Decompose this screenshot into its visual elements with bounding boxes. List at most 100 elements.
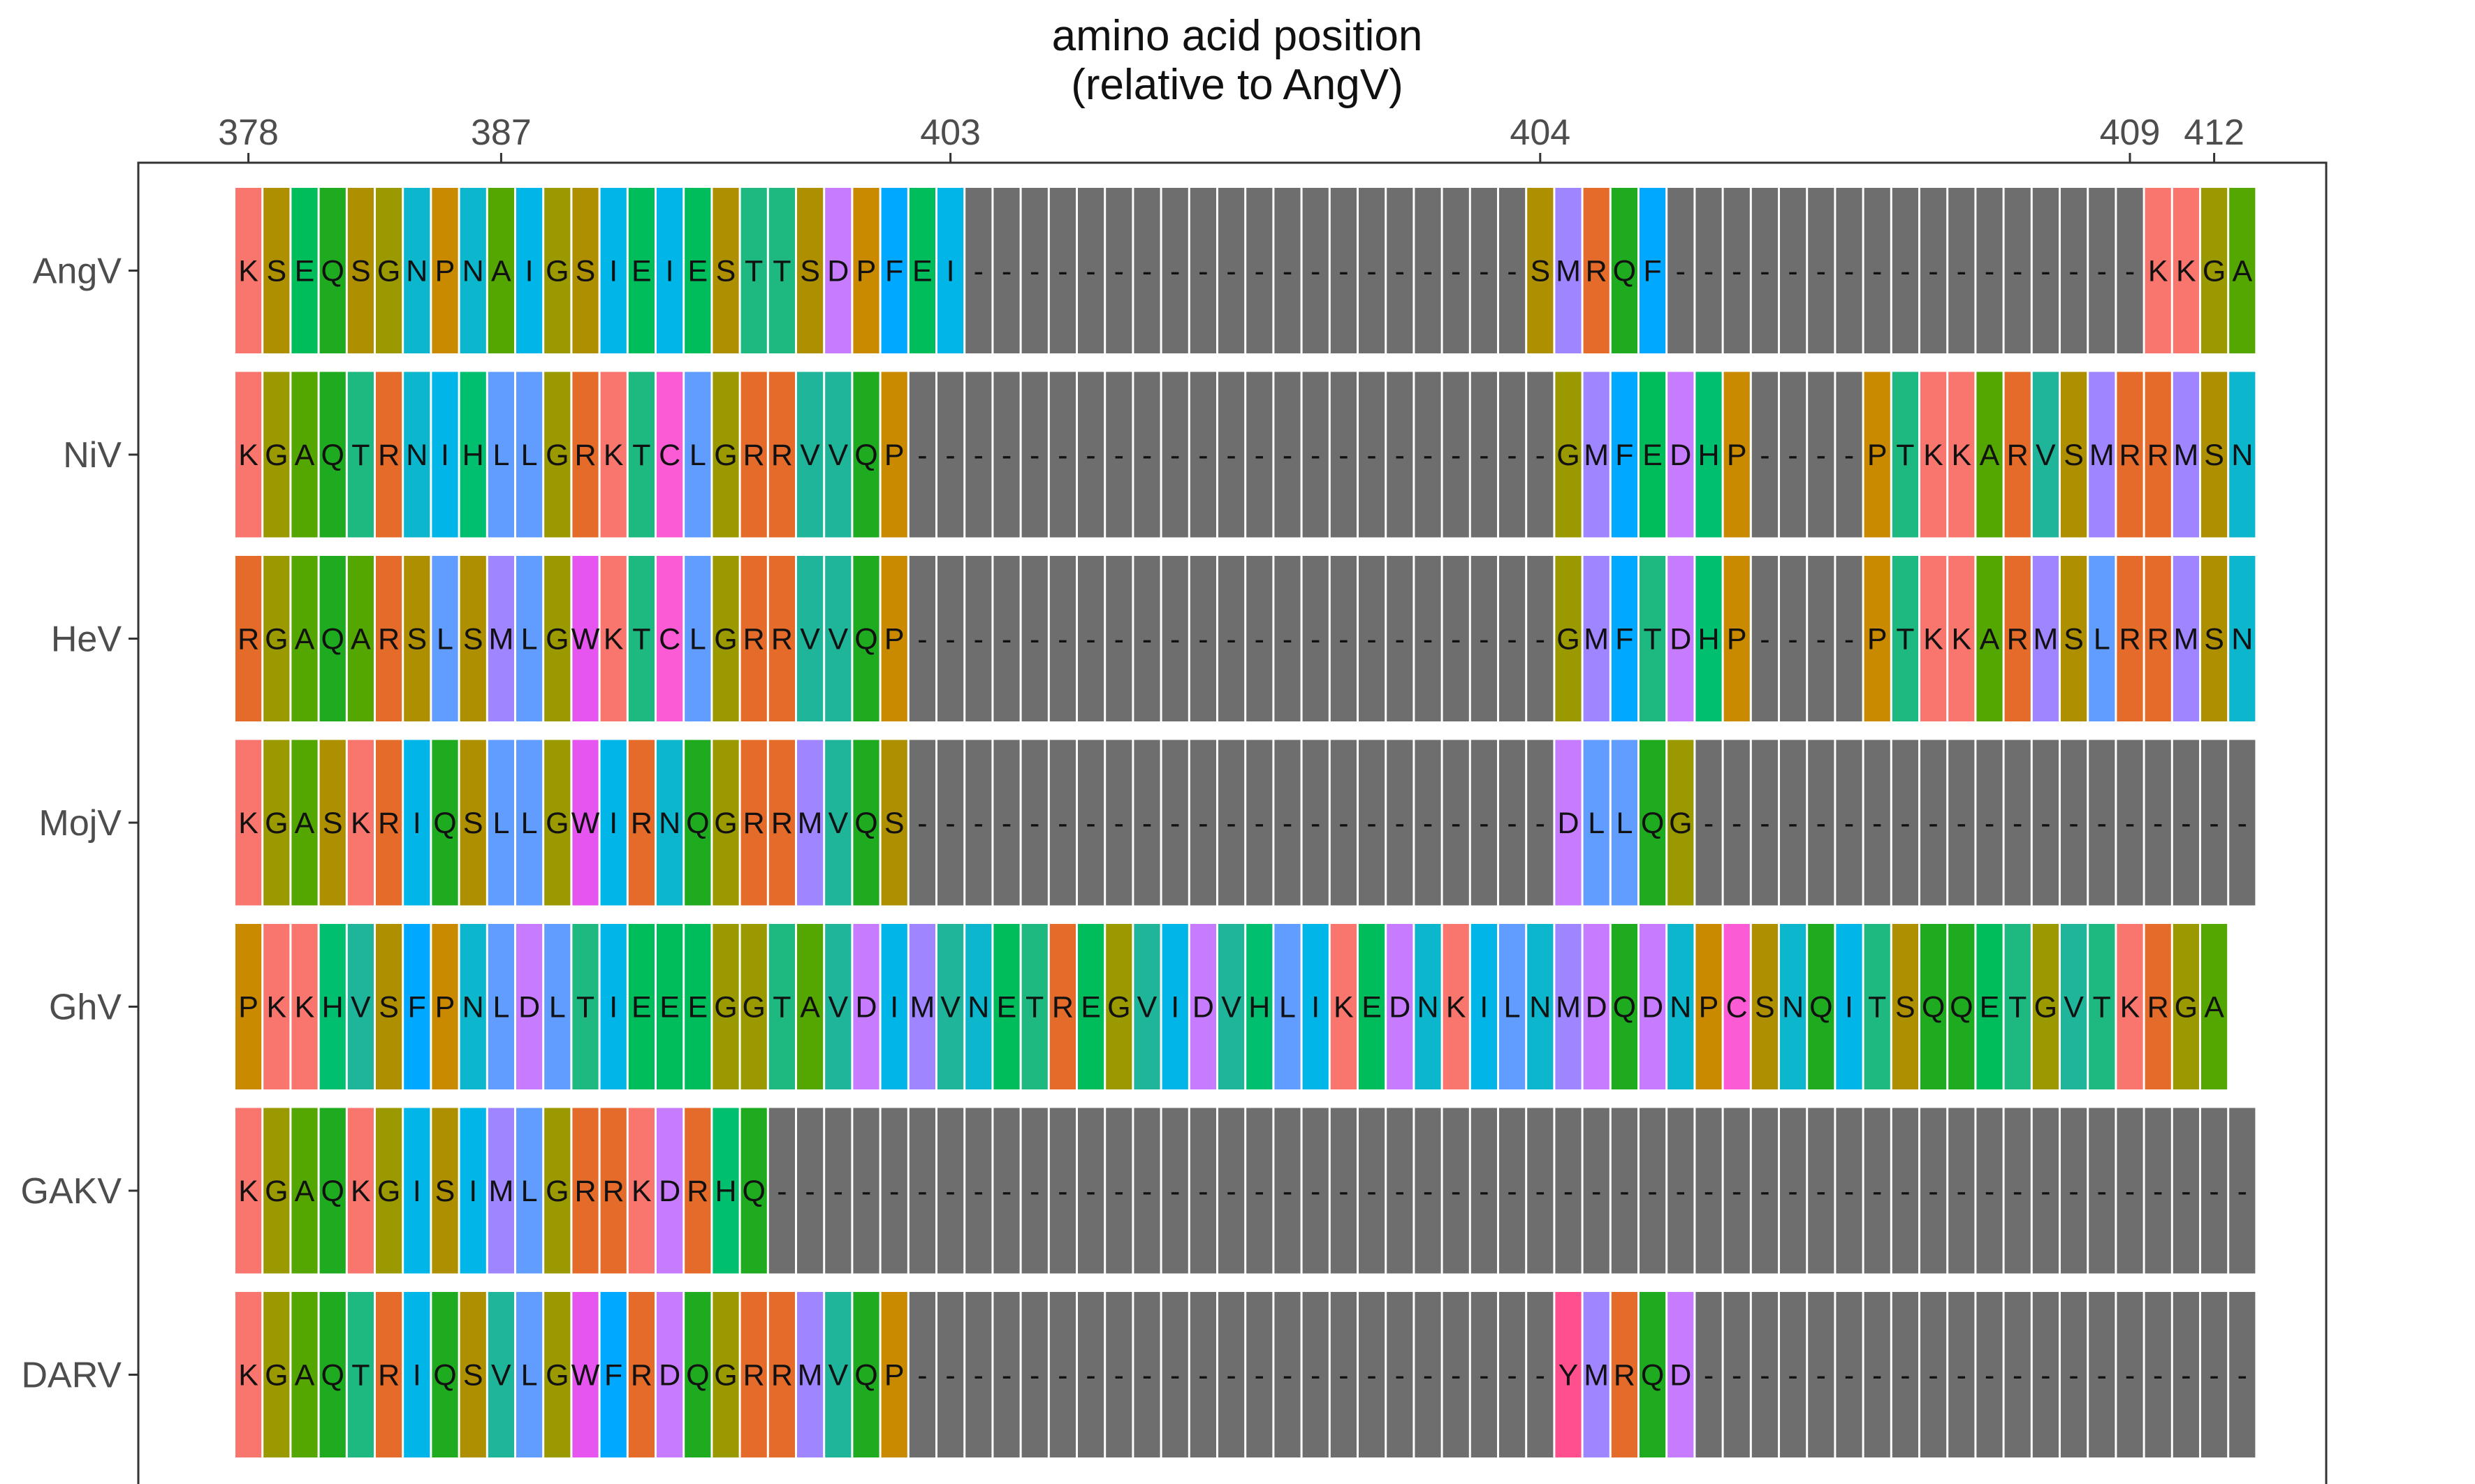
residue-letter: N xyxy=(2231,623,2253,656)
gap-symbol: - xyxy=(2013,807,2022,840)
residue-tile xyxy=(825,556,852,721)
residue-letter: R xyxy=(378,1359,400,1393)
gap-symbol: - xyxy=(1002,1359,1012,1393)
residue-tile xyxy=(768,188,795,353)
residue-letter: Q xyxy=(321,1359,344,1393)
residue-tile xyxy=(432,1292,458,1457)
residue-tile xyxy=(376,1292,402,1457)
gap-tile xyxy=(1387,1292,1413,1457)
gap-tile xyxy=(1190,372,1216,538)
residue-tile xyxy=(2117,924,2143,1089)
residue-letter: C xyxy=(1726,991,1748,1024)
residue-letter: G xyxy=(377,1175,400,1208)
gap-symbol: - xyxy=(974,623,984,656)
residue-tile xyxy=(825,372,852,538)
residue-letter: K xyxy=(1951,439,1971,472)
residue-letter: K xyxy=(2120,991,2140,1024)
residue-letter: E xyxy=(659,991,680,1024)
residue-tile xyxy=(600,740,627,906)
residue-tile xyxy=(319,188,346,353)
residue-letter: Q xyxy=(854,623,877,656)
gap-symbol: - xyxy=(2209,1175,2219,1208)
residue-letter: W xyxy=(571,1359,600,1393)
residue-tile xyxy=(291,556,318,721)
residue-letter: G xyxy=(1107,991,1130,1024)
gap-tile xyxy=(1330,1108,1357,1274)
gap-tile xyxy=(965,372,992,538)
gap-tile xyxy=(2089,1292,2115,1457)
residue-tile xyxy=(2032,372,2059,538)
residue-tile xyxy=(263,740,290,906)
gap-symbol: - xyxy=(1535,439,1545,472)
residue-tile xyxy=(1611,924,1637,1089)
residue-tile xyxy=(460,556,486,721)
gap-tile xyxy=(1920,188,1947,353)
residue-tile xyxy=(235,1108,262,1274)
gap-symbol: - xyxy=(1423,807,1433,840)
residue-letter: K xyxy=(1334,991,1354,1024)
gap-tile xyxy=(1330,556,1357,721)
alignment-row-angv: AngV K S E Q S G N P N A I G S I E I E S T T S D P F E I - - - - - - - - - -… xyxy=(33,188,2256,353)
residue-tile xyxy=(740,188,767,353)
residue-letter: A xyxy=(1980,623,2000,656)
gap-tile xyxy=(1162,740,1188,906)
residue-letter: I xyxy=(413,1359,421,1393)
residue-letter: V xyxy=(828,623,848,656)
residue-tile xyxy=(657,740,683,906)
gap-tile xyxy=(1751,1108,1778,1274)
gap-tile xyxy=(2004,1292,2031,1457)
residue-tile xyxy=(797,740,824,906)
residue-tile xyxy=(516,556,543,721)
residue-tile xyxy=(235,924,262,1089)
residue-tile xyxy=(881,1292,907,1457)
gap-tile xyxy=(1078,372,1104,538)
residue-tile xyxy=(1640,740,1666,906)
residue-tile xyxy=(1640,556,1666,721)
residue-tile xyxy=(572,1292,599,1457)
residue-tile xyxy=(319,924,346,1089)
residue-tile xyxy=(347,188,374,353)
residue-letter: D xyxy=(1586,991,1607,1024)
gap-tile xyxy=(1892,740,1918,906)
gap-symbol: - xyxy=(1198,807,1208,840)
residue-letter: R xyxy=(574,1175,596,1208)
residue-tile xyxy=(572,556,599,721)
gap-symbol: - xyxy=(1114,1175,1124,1208)
gap-symbol: - xyxy=(1142,255,1152,288)
residue-tile xyxy=(516,1108,543,1274)
gap-tile xyxy=(1443,740,1469,906)
gap-tile xyxy=(1611,1108,1637,1274)
gap-tile xyxy=(853,1108,879,1274)
gap-tile xyxy=(1751,188,1778,353)
residue-letter: M xyxy=(1584,1359,1609,1393)
gap-tile xyxy=(1836,740,1862,906)
residue-tile xyxy=(2173,372,2199,538)
residue-tile xyxy=(1751,924,1778,1089)
residue-tile xyxy=(1976,372,2003,538)
gap-symbol: - xyxy=(1676,1175,1686,1208)
gap-symbol: - xyxy=(1170,1359,1180,1393)
residue-letter: I xyxy=(609,255,618,288)
residue-letter: S xyxy=(407,623,427,656)
residue-tile xyxy=(628,740,655,906)
residue-letter: V xyxy=(800,623,820,656)
residue-tile xyxy=(853,188,879,353)
gap-symbol: - xyxy=(2181,807,2191,840)
residue-letter: R xyxy=(771,623,793,656)
residue-tile xyxy=(488,1108,514,1274)
residue-tile xyxy=(1555,188,1582,353)
residue-tile xyxy=(2173,924,2199,1089)
gap-tile xyxy=(2201,1108,2228,1274)
gap-symbol: - xyxy=(1760,1175,1769,1208)
gap-symbol: - xyxy=(1226,1359,1236,1393)
residue-letter: N xyxy=(659,807,680,840)
gap-tile xyxy=(1021,372,1048,538)
gap-symbol: - xyxy=(917,1175,927,1208)
residue-letter: W xyxy=(571,623,600,656)
residue-tile xyxy=(1583,188,1609,353)
residue-tile xyxy=(291,740,318,906)
residue-tile xyxy=(460,1108,486,1274)
residue-letter: W xyxy=(571,807,600,840)
gap-symbol: - xyxy=(1310,807,1320,840)
gap-tile xyxy=(1021,1292,1048,1457)
